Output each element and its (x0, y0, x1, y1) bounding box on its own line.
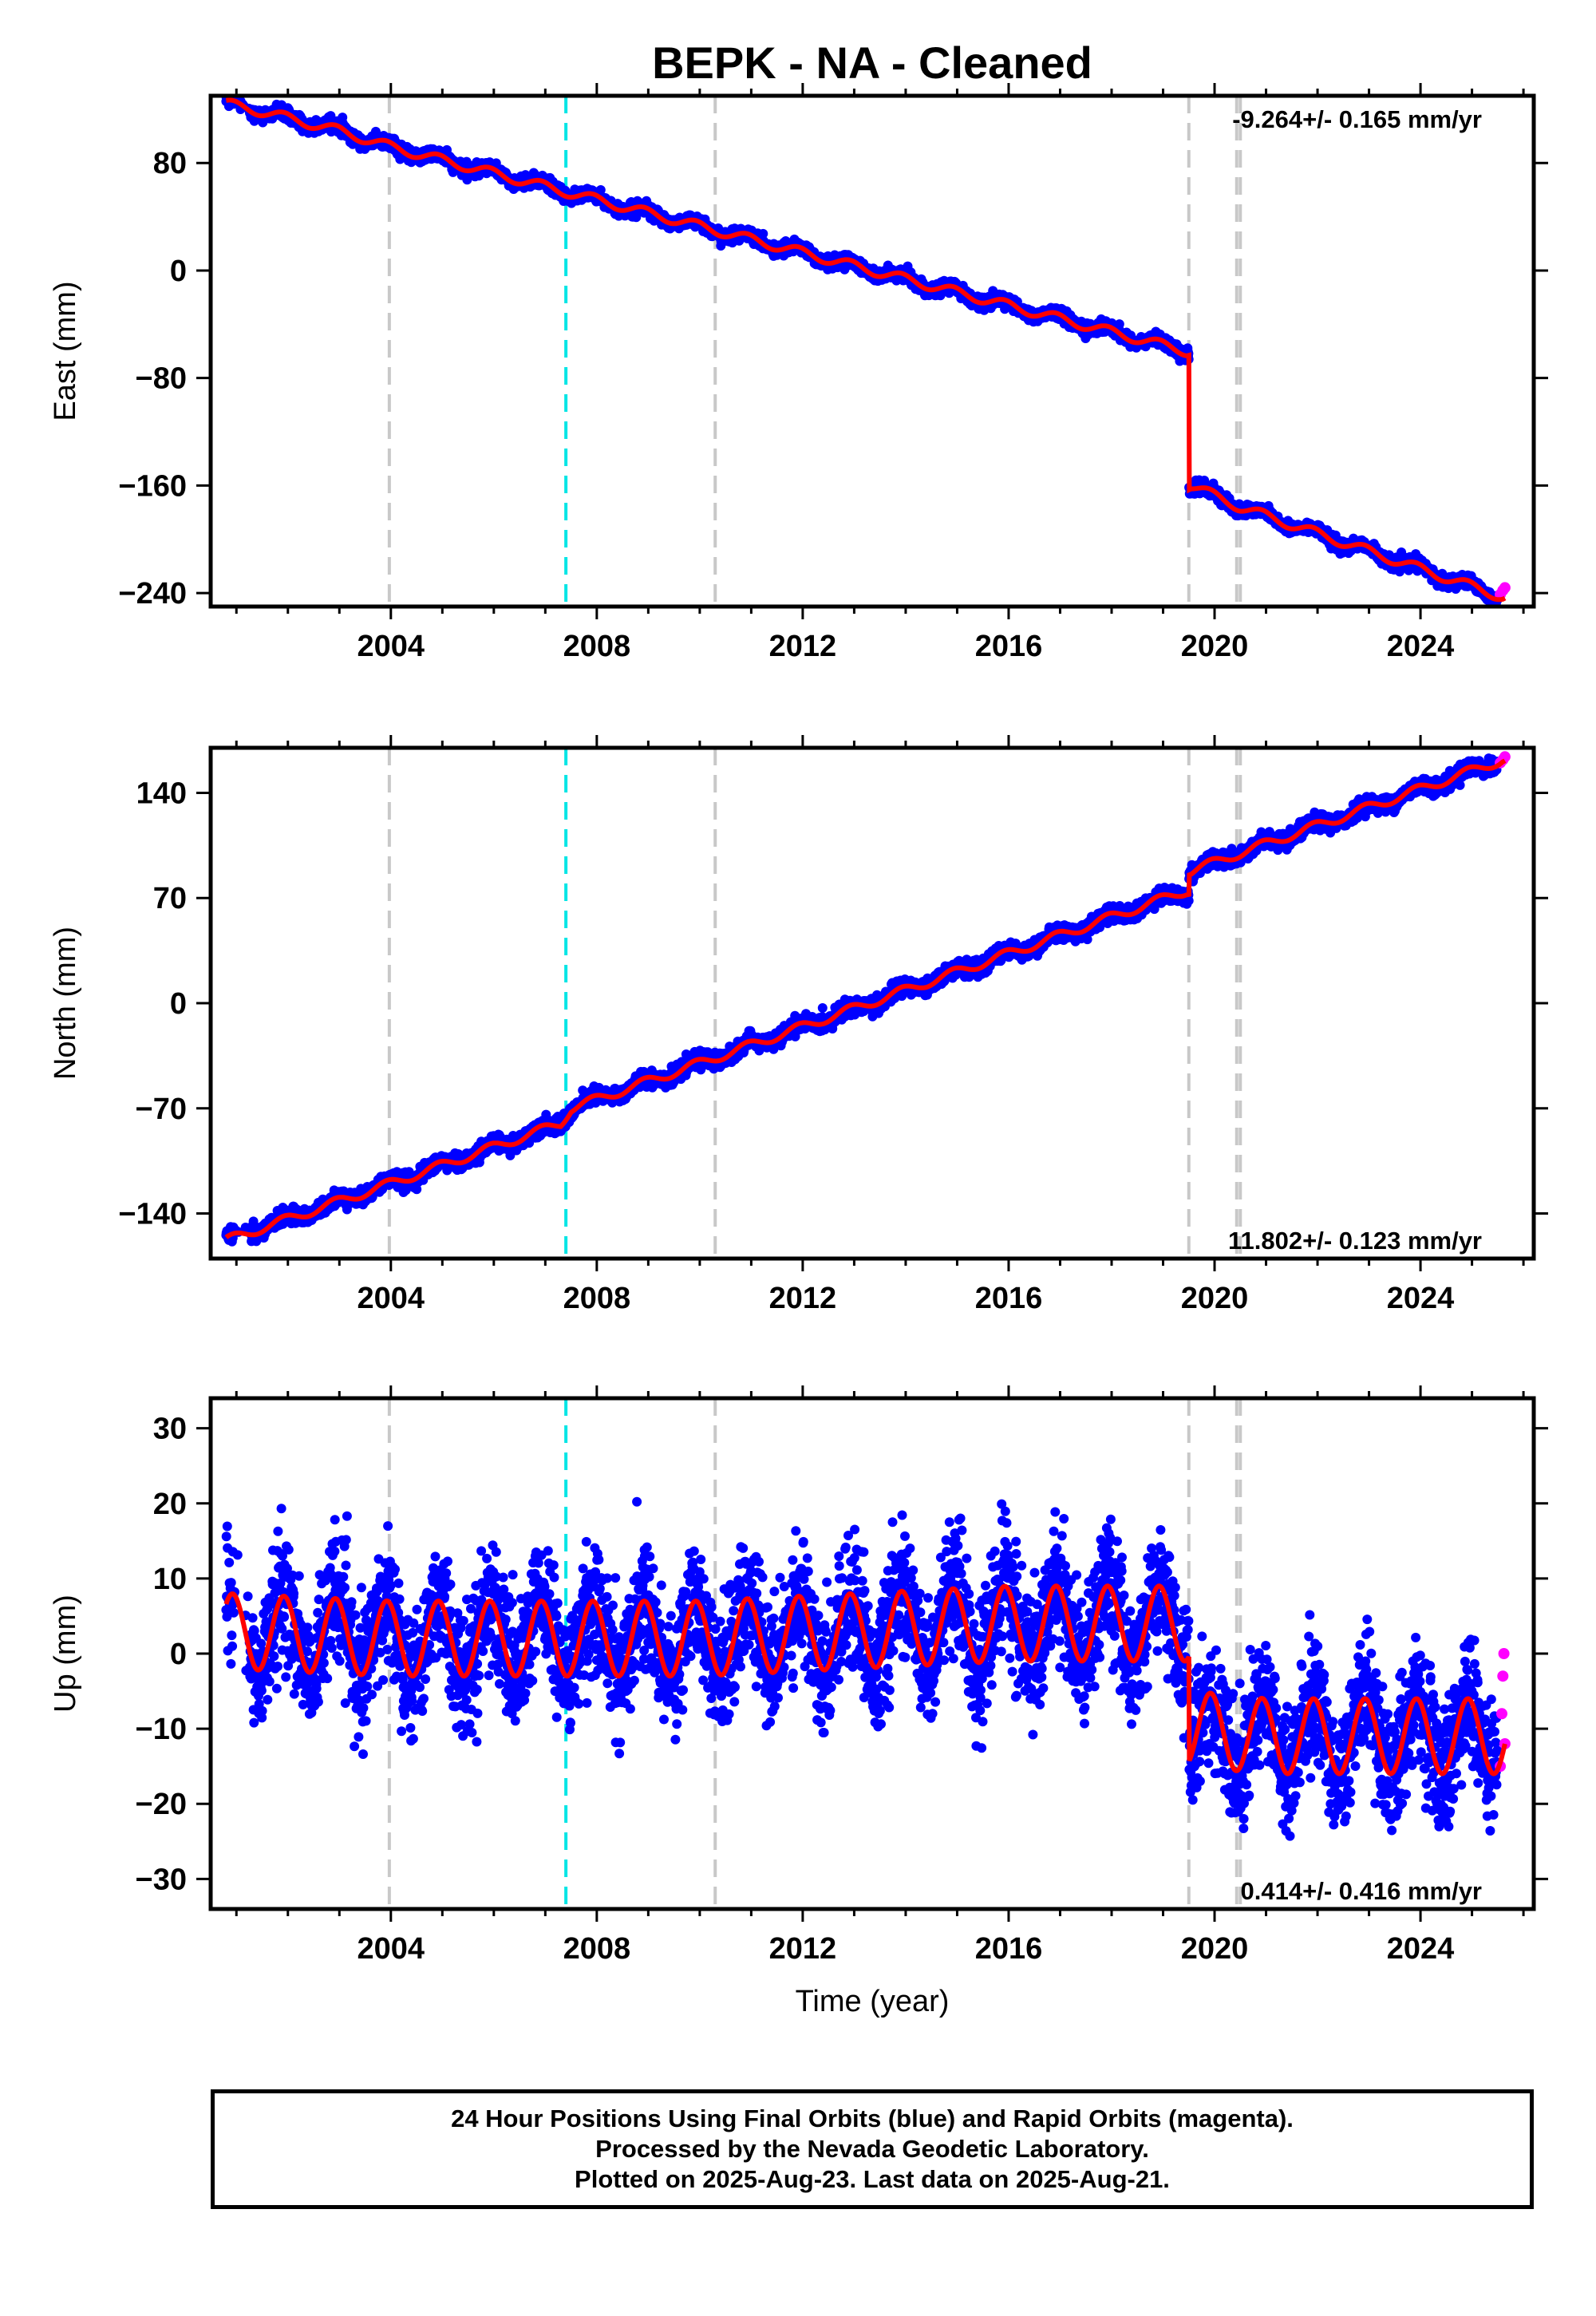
y-tick-label: −240 (118, 577, 187, 611)
north-final-orbit-points (221, 753, 1503, 1247)
final-orbit-point (1114, 319, 1124, 330)
y-tick-label: 0 (170, 255, 187, 288)
final-orbit-point (595, 185, 606, 195)
x-tick-label: 2016 (975, 630, 1043, 663)
east-frame (208, 93, 1536, 609)
final-orbit-point (758, 228, 768, 239)
north-panel: 2004 2008 2012 2016 2020 2024140700−70−140Nor… (49, 735, 1548, 1315)
east-panel: 2004 2008 2012 2016 2020 2024 80 0 −80 −160 −240 Ea… (49, 83, 1548, 663)
east-event-lines (387, 96, 1242, 607)
x-tick-label: 2008 (563, 630, 631, 663)
rapid-orbit-point (1499, 582, 1511, 594)
x-tick-label: 2020 (1181, 630, 1249, 663)
north-event-lines (387, 748, 1242, 1259)
x-tick-label: 2012 (769, 630, 837, 663)
figure-title: BEPK - NA - Cleaned (652, 38, 1092, 88)
y-tick-label: 80 (153, 147, 187, 180)
y-tick-label: −160 (118, 469, 187, 503)
east-final-orbit-points (221, 96, 1503, 607)
east-y-axis-label: East (mm) (49, 281, 82, 421)
x-tick-label: 2004 (358, 630, 425, 663)
east-velocity-label: -9.264+/- 0.165 mm/yr (1232, 105, 1482, 133)
y-tick-label: −80 (136, 362, 187, 396)
x-tick-label: 2024 (1387, 630, 1455, 663)
